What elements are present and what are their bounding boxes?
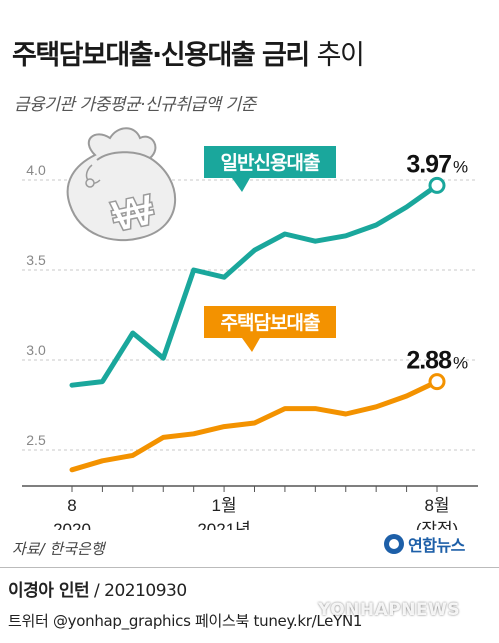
logo-text: 연합뉴스: [408, 536, 465, 555]
yonhap-logo-icon: [384, 534, 404, 554]
data-point: [193, 433, 195, 435]
x-axis: 8 2020 1월 2021년 8월 (잠정): [22, 485, 478, 530]
gridlines: [22, 179, 478, 451]
legend-box-pointer: [242, 338, 260, 352]
x-tick-label: 1월: [212, 496, 237, 515]
data-point: [101, 381, 103, 383]
legend-box-bg: [204, 306, 336, 338]
line-chart: ₩ 4.0 3.5 3.0 2.5 8 2020 1월 2021년 8월 (잠정) 3.97 % 일…: [22, 127, 478, 530]
chart-subtitle: 금융기관 가중평균·신규취급액 기준: [14, 95, 256, 115]
x-tick-sublabel: (잠정): [416, 520, 459, 530]
data-point: [375, 224, 377, 226]
social-line: 트위터 @yonhap_graphics 페이스북 tuney.kr/LeYN1: [8, 612, 363, 630]
data-point: [223, 276, 225, 278]
data-point: [223, 426, 225, 428]
title-suffix: 추이: [316, 40, 365, 71]
data-point: [345, 413, 347, 415]
y-tick-label: 3.5: [26, 252, 46, 268]
source-note: 자료/ 한국은행: [12, 540, 105, 558]
legend-box-bg: [204, 146, 336, 178]
author-line: 이경아 인턴 / 20210930: [8, 576, 187, 601]
data-point: [193, 269, 195, 271]
series-line-1: [69, 379, 440, 473]
data-point: [345, 235, 347, 237]
data-point: [71, 469, 73, 471]
data-point: [284, 408, 286, 410]
end-value-label: 2.88: [406, 347, 452, 375]
data-point: [132, 454, 134, 456]
data-point: [132, 332, 134, 334]
series-legend-box: 일반신용대출: [204, 146, 336, 192]
chart-title: 주택담보대출·신용대출 금리 추이: [12, 33, 365, 72]
data-point: [254, 249, 255, 251]
data-point: [162, 436, 164, 438]
x-tick-label: 8: [67, 496, 76, 515]
series-lines: [69, 176, 446, 473]
y-axis: 4.0 3.5 3.0 2.5: [26, 162, 46, 448]
y-tick-label: 3.0: [26, 342, 46, 358]
data-point: [101, 460, 103, 462]
data-point: [314, 240, 316, 242]
yonhap-logo: 연합뉴스: [384, 532, 465, 556]
end-point-marker: [428, 176, 446, 194]
data-point: [406, 395, 408, 397]
title-main: 주택담보대출·신용대출 금리: [12, 40, 310, 71]
x-tick-label: 8월: [424, 496, 449, 515]
data-point: [406, 206, 408, 208]
data-point: [162, 357, 164, 359]
data-point: [71, 384, 73, 386]
data-point: [284, 233, 286, 235]
watermark: YONHAPNEWS: [318, 600, 461, 620]
end-value-unit: %: [453, 157, 468, 176]
money-bag-won-icon: ₩: [66, 127, 176, 243]
end-point-marker: [428, 373, 446, 391]
y-tick-label: 2.5: [26, 432, 46, 448]
x-tick-sublabel: 2021년: [197, 520, 250, 530]
divider: [0, 567, 499, 568]
series-name-label: 일반신용대출: [221, 152, 320, 174]
data-point: [314, 408, 316, 410]
series-legend-box: 주택담보대출: [204, 306, 336, 352]
author-name: 이경아 인턴: [8, 581, 90, 601]
legend-box-pointer: [232, 178, 250, 192]
end-value-label: 3.97: [406, 150, 451, 178]
data-point: [375, 406, 377, 408]
y-tick-label: 4.0: [26, 162, 46, 178]
date-code: / 20210930: [94, 581, 187, 601]
series-name-label: 주택담보대출: [221, 312, 320, 334]
series-labels: 3.97 % 일반신용대출 2.88 % 주택담보대출: [204, 146, 468, 375]
data-point: [254, 422, 255, 424]
end-value-unit: %: [453, 354, 468, 373]
x-tick-sublabel: 2020: [53, 520, 91, 530]
